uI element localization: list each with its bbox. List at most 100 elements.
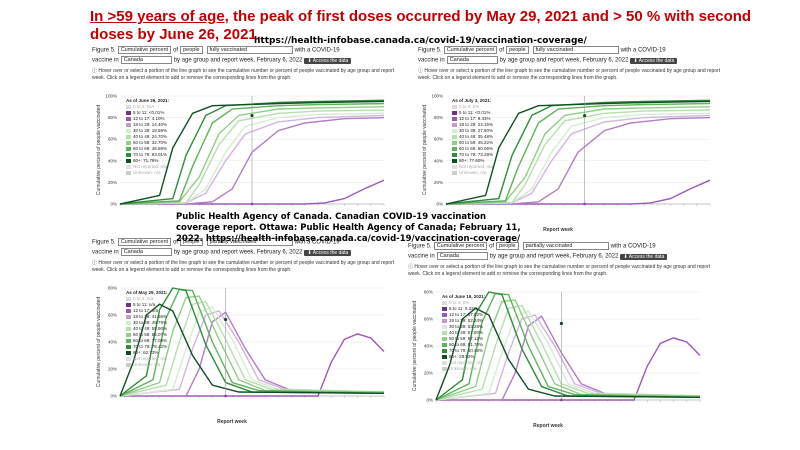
series-line-80plus[interactable] <box>445 100 711 205</box>
series-line-60-to-69[interactable] <box>445 102 711 205</box>
series-line-60-to-69[interactable] <box>119 288 385 397</box>
series-line-70-to-79[interactable] <box>435 291 701 401</box>
measure-select[interactable]: Cumulative percent <box>117 238 172 246</box>
series-line-70-to-79[interactable] <box>119 99 385 205</box>
legend-item[interactable]: 50 to 59: 65.07% <box>126 332 168 338</box>
legend-item[interactable]: 50 to 59: 32.70% <box>126 140 169 146</box>
status-select[interactable]: fully vaccinated <box>532 46 619 54</box>
series-line-5-to-11[interactable] <box>436 337 701 401</box>
legend-item[interactable]: Unknown: n/a <box>442 366 485 372</box>
legend-item[interactable]: 18 to 29: 41.66% <box>126 314 168 320</box>
legend-item[interactable]: Unknown: n/a <box>452 170 493 176</box>
legend-item[interactable]: 60 to 69: 60.06% <box>452 146 493 152</box>
series-line-60-to-69[interactable] <box>435 292 701 401</box>
series-line-50-to-59[interactable] <box>445 106 711 205</box>
series-line-50-to-59[interactable] <box>119 295 385 397</box>
legend-item[interactable]: 60 to 69: 77.09% <box>126 338 168 344</box>
series-line-12-to-17[interactable] <box>436 315 701 401</box>
legend-item[interactable]: 50 to 59: 57.12% <box>442 336 485 342</box>
measure-select[interactable]: Cumulative percent <box>117 46 172 54</box>
legend-item[interactable]: 18 to 29: 23.15% <box>452 122 493 128</box>
download-data-button[interactable]: ⬇ Access the data <box>304 249 352 256</box>
legend-item[interactable]: Not reported: n/a <box>126 356 168 362</box>
series-line-5-to-11[interactable] <box>446 179 711 205</box>
legend-item[interactable]: 60 to 69: 51.70% <box>442 342 485 348</box>
population-select[interactable]: people <box>506 46 529 54</box>
legend-item[interactable]: 30 to 39: 49.79% <box>126 320 168 326</box>
region-select[interactable]: Canada <box>120 56 172 64</box>
legend-item[interactable]: 12 to 17: 57.02% <box>442 312 485 318</box>
series-line-30-to-39[interactable] <box>435 310 701 401</box>
legend-item[interactable]: 18 to 29: 52.34% <box>442 318 485 324</box>
legend-item[interactable]: Unknown: n/a <box>126 170 169 176</box>
status-select[interactable]: fully vaccinated <box>206 46 293 54</box>
legend-item[interactable]: Not reported: n/a <box>126 164 169 170</box>
legend-item[interactable]: 0 to 4: n/a <box>126 296 168 302</box>
legend-item[interactable]: 18 to 29: 14.40% <box>126 122 169 128</box>
series-line-5-to-11[interactable] <box>120 179 385 205</box>
series-line-80plus[interactable] <box>435 307 701 401</box>
legend-item[interactable]: 12 to 17: 4.10% <box>126 116 169 122</box>
legend-item[interactable]: 30 to 39: 53.28% <box>442 324 485 330</box>
legend-item[interactable]: 40 to 49: 35.48% <box>452 134 493 140</box>
series-line-40-to-49[interactable] <box>119 300 385 397</box>
legend-item[interactable]: 0 to 4: 0% <box>442 300 485 306</box>
legend-item[interactable]: 5 to 11: n/a <box>126 302 168 308</box>
region-select[interactable]: Canada <box>446 56 498 64</box>
population-select[interactable]: people <box>180 46 203 54</box>
legend-item[interactable]: 60 to 69: 48.89% <box>126 146 169 152</box>
population-select[interactable]: people <box>496 242 519 250</box>
legend-item[interactable]: 70 to 79: 63.01% <box>126 152 169 158</box>
measure-select[interactable]: Cumulative percent <box>443 46 498 54</box>
legend-item[interactable]: 40 to 49: 24.70% <box>126 134 169 140</box>
legend-item[interactable]: Unknown: n/a <box>126 362 168 368</box>
series-line-30-to-39[interactable] <box>119 112 385 205</box>
legend-item[interactable]: 0 to 4: 0% <box>452 104 493 110</box>
download-data-button[interactable]: ⬇ Access the data <box>620 253 668 260</box>
measure-select[interactable]: Cumulative percent <box>433 242 488 250</box>
series-line-30-to-39[interactable] <box>445 112 711 205</box>
legend-item[interactable]: 12 to 17: 9.43% <box>452 116 493 122</box>
series-line-60-to-69[interactable] <box>119 102 385 205</box>
legend-item[interactable]: 40 to 49: 57.80% <box>442 330 485 336</box>
legend-item[interactable]: 5 to 11: <0.01% <box>452 110 493 116</box>
region-select[interactable]: Canada <box>436 252 488 260</box>
series-line-80plus[interactable] <box>119 100 385 205</box>
series-line-40-to-49[interactable] <box>445 109 711 205</box>
download-data-button[interactable]: ⬇ Access the data <box>304 57 352 64</box>
series-line-40-to-49[interactable] <box>435 304 701 401</box>
series-line-40-to-49[interactable] <box>119 109 385 205</box>
series-line-18-to-29[interactable] <box>435 314 701 401</box>
legend-item[interactable]: 50 to 59: 45.22% <box>452 140 493 146</box>
series-line-70-to-79[interactable] <box>119 287 385 397</box>
region-select[interactable]: Canada <box>120 248 172 256</box>
series-line-50-to-59[interactable] <box>435 299 701 401</box>
series-line-70-to-79[interactable] <box>445 99 711 205</box>
download-data-button[interactable]: ⬇ Access the data <box>630 57 678 64</box>
legend-item[interactable]: 5 to 11: 0.32% <box>442 306 485 312</box>
legend-item[interactable]: 70 to 79: 78.42% <box>126 344 168 350</box>
legend-item[interactable]: 80+: 28.92% <box>442 354 485 360</box>
series-line-5-to-11[interactable] <box>120 333 385 397</box>
series-line-12-to-17[interactable] <box>446 116 711 205</box>
status-select[interactable]: partially vaccinated <box>206 238 293 246</box>
legend-item[interactable]: 80+: 77.60% <box>452 158 493 164</box>
legend-item[interactable]: 5 to 11: <0.01% <box>126 110 169 116</box>
series-line-30-to-39[interactable] <box>119 306 385 397</box>
series-line-50-to-59[interactable] <box>119 106 385 205</box>
legend-item[interactable]: 80+: 71.76% <box>126 158 169 164</box>
legend-item[interactable]: Not reported: n/a <box>452 164 493 170</box>
series-line-18-to-29[interactable] <box>119 310 385 397</box>
status-select[interactable]: partially vaccinated <box>522 242 609 250</box>
legend-item[interactable]: 30 to 39: 18.59% <box>126 128 169 134</box>
legend-item[interactable]: Not reported: n/a <box>442 360 485 366</box>
legend-item[interactable]: 0 to 4: N/A <box>126 104 169 110</box>
legend-item[interactable]: 70 to 79: 73.28% <box>452 152 493 158</box>
legend-item[interactable]: 30 to 39: 27.60% <box>452 128 493 134</box>
legend-item[interactable]: 70 to 79: 40.48% <box>442 348 485 354</box>
population-select[interactable]: people <box>180 238 203 246</box>
legend-item[interactable]: 40 to 49: 59.90% <box>126 326 168 332</box>
legend-item[interactable]: 80+: 62.73% <box>126 350 168 356</box>
legend-item[interactable]: 12 to 17: n/a <box>126 308 168 314</box>
series-line-80plus[interactable] <box>119 303 385 397</box>
